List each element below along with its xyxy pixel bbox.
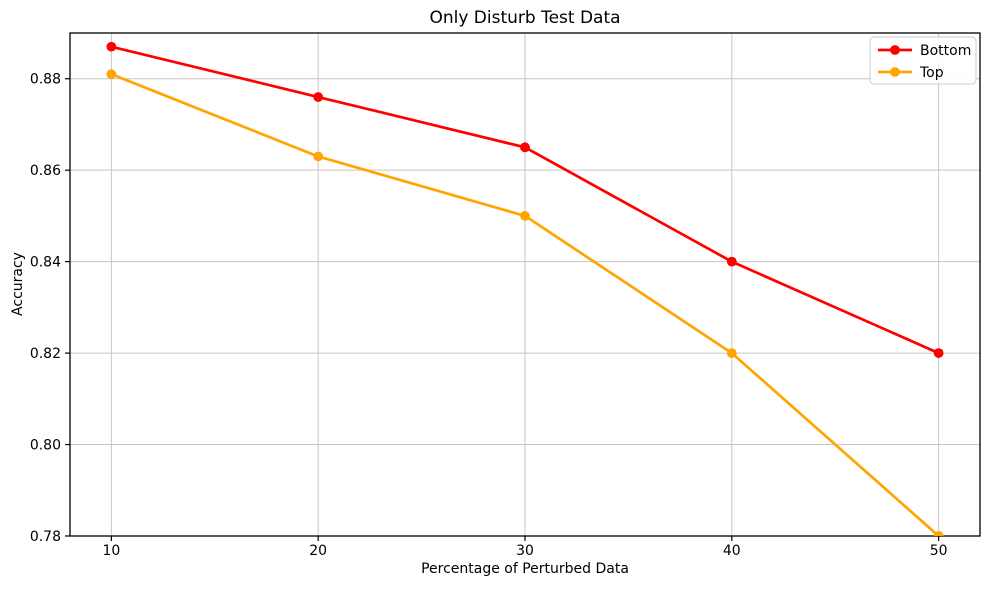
- x-axis-label: Percentage of Perturbed Data: [421, 561, 629, 577]
- legend-sample-marker: [890, 45, 900, 55]
- data-point-top: [726, 348, 737, 358]
- y-tick-label: 0.88: [30, 72, 61, 88]
- y-tick-label: 0.80: [30, 437, 61, 453]
- grid-layer: [70, 33, 980, 537]
- legend-label: Bottom: [920, 43, 971, 59]
- x-tick-label: 50: [930, 543, 948, 559]
- chart-title: Only Disturb Test Data: [429, 8, 620, 28]
- data-point-top: [933, 531, 944, 536]
- x-tick-label: 30: [516, 543, 534, 559]
- data-point-bottom: [313, 92, 324, 102]
- x-tick-label: 40: [723, 543, 741, 559]
- legend-layer: Bottom Top: [869, 36, 977, 85]
- series-layer: [106, 41, 944, 536]
- legend-sample-marker: [890, 67, 900, 77]
- y-tick-label: 0.84: [30, 255, 61, 271]
- legend-label: Top: [919, 65, 944, 81]
- x-tick-label: 10: [102, 543, 120, 559]
- data-point-top: [106, 69, 117, 80]
- y-tick-label: 0.86: [30, 163, 61, 179]
- data-point-top: [313, 151, 324, 162]
- data-point-top: [520, 211, 530, 221]
- tick-layer: 10 20 30 40 50 0.78 0.80 0.82 0.84 0.86 0.88: [30, 72, 948, 559]
- data-point-bottom: [933, 348, 944, 358]
- data-point-bottom: [106, 41, 117, 52]
- y-tick-label: 0.78: [30, 529, 61, 545]
- data-point-bottom: [726, 256, 737, 267]
- x-tick-label: 20: [309, 543, 327, 559]
- y-tick-label: 0.82: [30, 346, 61, 362]
- data-point-bottom: [520, 142, 530, 153]
- y-axis-label: Accuracy: [10, 252, 26, 316]
